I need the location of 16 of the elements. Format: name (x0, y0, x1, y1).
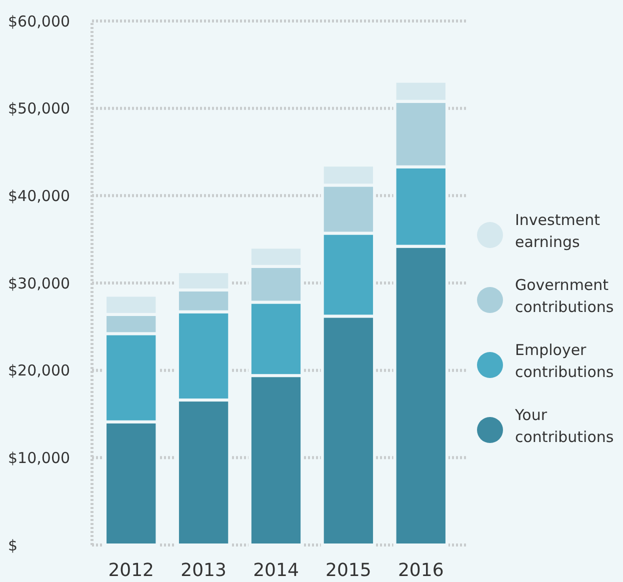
legend-label: Government contributions (515, 276, 614, 316)
x-tick-label: 2014 (253, 560, 299, 581)
y-tick-label: $30,000 (8, 274, 70, 292)
y-tick-label: $60,000 (8, 12, 70, 30)
legend-label: Investment earnings (515, 211, 600, 251)
y-tick-label: $10,000 (8, 448, 70, 467)
y-tick-label: $40,000 (8, 186, 70, 205)
y-tick-label: $50,000 (8, 100, 70, 118)
x-tick-label: 2015 (326, 560, 372, 581)
legend-label: Your contributions (514, 406, 614, 446)
x-tick-label: 2013 (180, 560, 226, 581)
y-tick-label: $ (8, 536, 18, 554)
x-tick-label: 2016 (398, 560, 444, 581)
legend-label: Employer contributions (515, 341, 614, 381)
y-tick-label: $20,000 (8, 362, 70, 380)
x-tick-label: 2012 (108, 560, 154, 581)
